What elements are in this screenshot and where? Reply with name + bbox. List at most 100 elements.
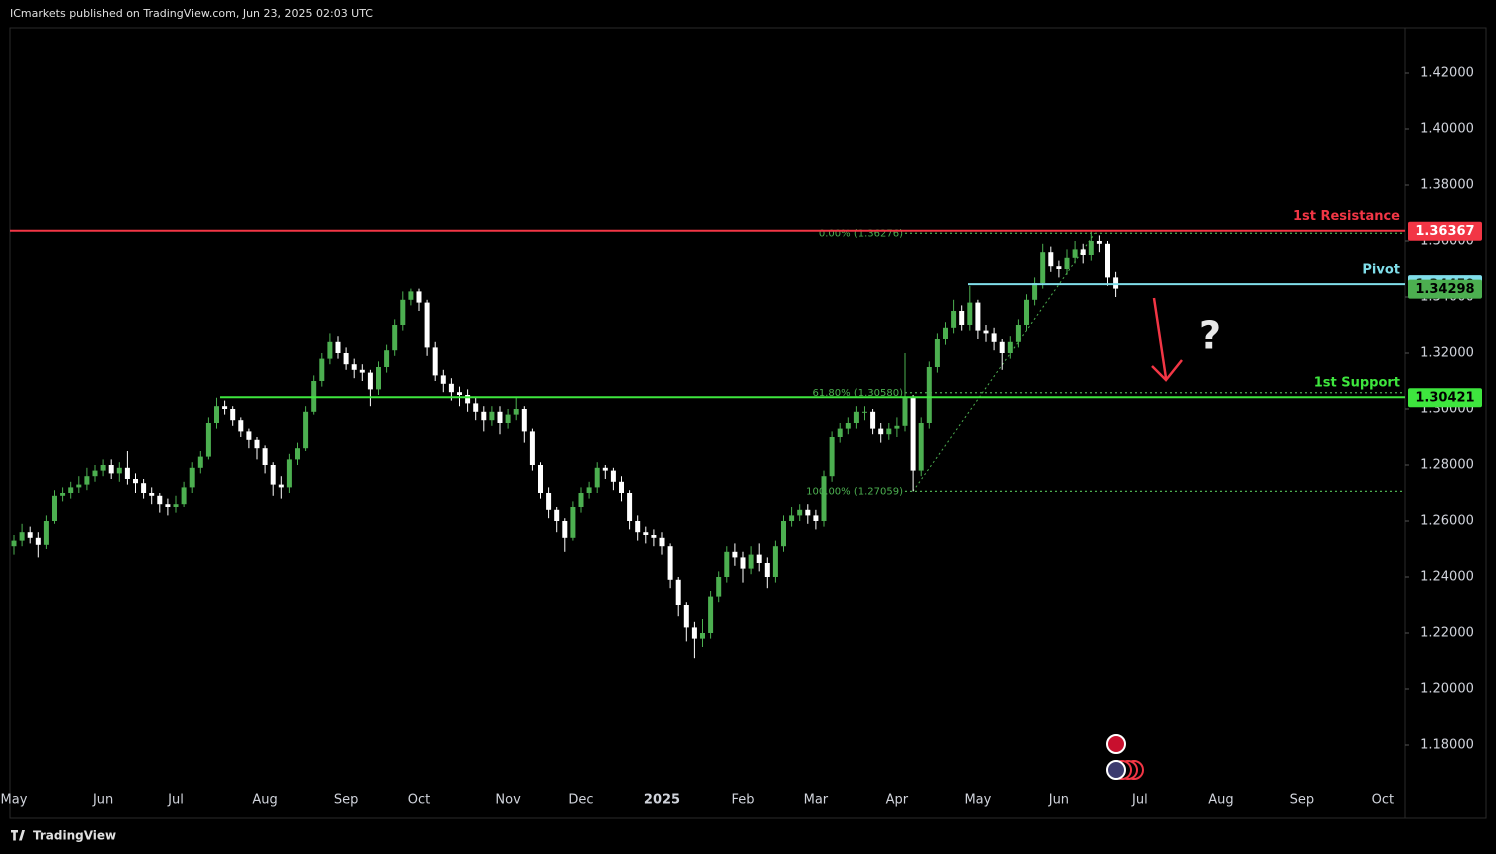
candle-body <box>367 372 373 390</box>
header: ICmarkets published on TradingView.com, … <box>10 7 373 20</box>
candle-body <box>691 627 697 639</box>
candle-body <box>748 554 754 569</box>
fib-label: 0.00% (1.36276) <box>819 228 903 239</box>
x-tick-label: Sep <box>334 793 359 808</box>
candle-body <box>319 358 325 381</box>
candle-body <box>1113 277 1119 289</box>
candle-body <box>1088 240 1094 255</box>
candle-body <box>222 406 228 409</box>
candle-body <box>538 465 543 494</box>
last-price-label: 1.34298 <box>1415 282 1474 297</box>
candle-body <box>918 423 924 471</box>
candle-body <box>230 408 236 421</box>
candle-body <box>416 291 422 303</box>
arrow-shaft <box>1152 297 1168 379</box>
candle-body <box>521 408 527 432</box>
candle-body <box>1024 299 1029 325</box>
candle-body <box>246 431 252 440</box>
candle-body <box>764 563 770 578</box>
candle-body <box>902 397 908 426</box>
candle-body <box>1015 324 1021 342</box>
candle-body <box>473 403 479 412</box>
y-tick-label: 1.40000 <box>1420 121 1474 136</box>
x-tick-label: Aug <box>1208 793 1233 808</box>
x-tick-label: Oct <box>1372 793 1394 808</box>
candle-body <box>821 476 827 522</box>
candle-body <box>724 551 730 578</box>
y-tick-label: 1.20000 <box>1420 682 1474 697</box>
candle-body <box>651 535 657 538</box>
candle-body <box>999 341 1005 353</box>
candle-body <box>586 487 592 494</box>
candle-body <box>432 347 438 376</box>
price-tag <box>1408 221 1482 241</box>
candle-body <box>959 310 965 325</box>
candle-body <box>205 423 211 457</box>
x-tick-label: May <box>1 793 28 808</box>
candle-body <box>489 411 495 421</box>
candle-body <box>254 439 260 449</box>
footer-brand: TradingView <box>33 829 116 843</box>
fib-label: 61.80% (1.30580) <box>813 388 904 399</box>
candle-body <box>594 467 600 488</box>
candle-body <box>1032 282 1038 300</box>
x-tick-label: Aug <box>252 793 277 808</box>
candle-body <box>448 383 454 393</box>
candle-body <box>303 411 309 449</box>
candle-body <box>513 408 519 415</box>
candle-body <box>683 605 689 628</box>
candle-body <box>278 484 284 488</box>
uk-flag <box>1106 734 1126 754</box>
candle-body <box>797 509 803 516</box>
candle-body <box>602 467 608 471</box>
candle-body <box>1056 266 1062 269</box>
candle-body <box>52 495 57 522</box>
last-price-tag <box>1408 279 1482 299</box>
x-tick-label: Feb <box>731 793 754 808</box>
down-arrow <box>1151 297 1183 382</box>
candle-body <box>351 364 357 370</box>
candle-body <box>214 406 219 423</box>
candle-body <box>967 302 973 325</box>
candle-body <box>327 341 333 359</box>
candle-body <box>910 397 916 471</box>
candle-body <box>92 470 98 477</box>
candle-body <box>408 291 414 300</box>
candle-body <box>157 495 163 505</box>
x-tick-label: Nov <box>495 793 521 808</box>
candle-body <box>149 493 155 496</box>
candle-body <box>189 467 195 488</box>
candle-body <box>845 423 851 429</box>
candle-body <box>384 350 390 367</box>
candle-body <box>173 504 179 508</box>
y-tick-label: 1.42000 <box>1420 65 1474 80</box>
candle-body <box>197 456 203 468</box>
x-tick-label: Oct <box>408 793 430 808</box>
candle-body <box>124 467 130 480</box>
candle-body <box>700 633 705 639</box>
candle-body <box>659 537 665 547</box>
candle-body <box>926 366 932 423</box>
fib-label: 100.00% (1.27059) <box>806 486 903 497</box>
candle-body <box>100 465 106 471</box>
candle-body <box>359 369 365 373</box>
candle-body <box>465 394 471 404</box>
candle-body <box>813 515 819 522</box>
candle-body <box>295 448 300 460</box>
candle-body <box>635 521 641 533</box>
y-tick-label: 1.22000 <box>1420 626 1474 641</box>
candle-body <box>991 333 997 342</box>
candle-body <box>934 338 940 367</box>
candle-body <box>497 411 503 423</box>
candle-body <box>19 532 25 541</box>
candle-body <box>286 459 292 488</box>
candle-body <box>862 411 867 413</box>
candle-body <box>951 310 957 328</box>
candle-body <box>76 484 82 488</box>
candle-body <box>740 557 746 569</box>
y-tick-label: 1.24000 <box>1420 570 1474 585</box>
candle-body <box>43 521 49 545</box>
logo <box>11 830 25 841</box>
